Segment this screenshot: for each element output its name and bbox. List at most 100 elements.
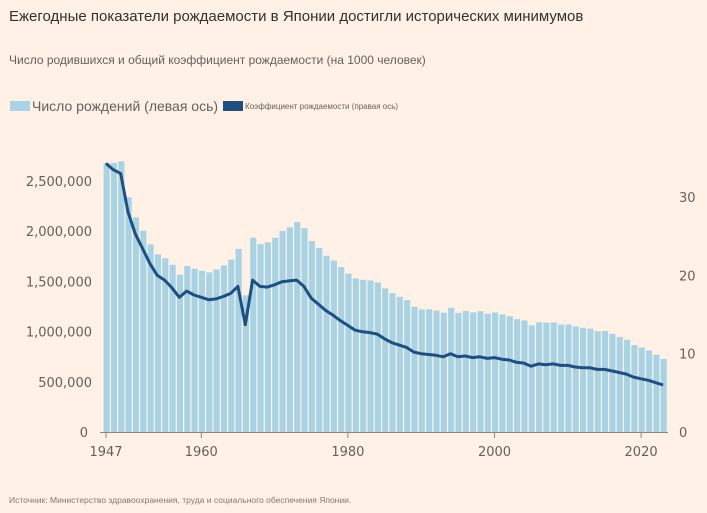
bar-1965 — [235, 248, 242, 432]
x-tick-label: 1947 — [89, 445, 122, 460]
bar-2018 — [624, 339, 631, 432]
bar-1992 — [433, 310, 440, 432]
chart-subtitle: Число родившихся и общий коэффициент рож… — [9, 53, 426, 67]
bar-1984 — [374, 282, 381, 432]
bar-1980 — [345, 273, 352, 432]
bar-1986 — [389, 293, 396, 432]
bar-1951 — [132, 217, 140, 432]
y-left-tick-label: 500,000 — [38, 376, 92, 391]
bar-1959 — [191, 268, 198, 432]
bar-1952 — [140, 230, 147, 432]
bar-1985 — [382, 288, 389, 432]
bar-2022 — [653, 354, 660, 432]
bar-2007 — [543, 322, 550, 432]
bar-1973 — [294, 221, 301, 432]
bar-2012 — [580, 327, 587, 432]
legend-swatch-rate — [223, 101, 244, 111]
bar-1976 — [316, 248, 323, 432]
bar-1960 — [198, 270, 205, 432]
bar-2017 — [616, 337, 623, 432]
bar-2004 — [521, 320, 528, 432]
bar-1993 — [440, 312, 447, 432]
bar-2009 — [558, 324, 565, 432]
bar-1955 — [162, 258, 169, 432]
x-tick-label: 1980 — [331, 445, 364, 460]
bar-1958 — [184, 265, 191, 432]
bar-1974 — [301, 228, 308, 432]
bar-2001 — [499, 314, 506, 432]
source-note: Источник: Министерство здравоохранения, … — [9, 495, 352, 505]
bar-1981 — [352, 278, 359, 432]
bar-2011 — [572, 326, 579, 432]
bar-1964 — [228, 259, 235, 432]
legend-swatch-births — [10, 101, 30, 111]
bar-1966 — [242, 295, 249, 432]
bar-2020 — [638, 347, 645, 432]
bar-1991 — [426, 309, 433, 432]
bar-2006 — [536, 322, 543, 432]
bar-1961 — [206, 272, 213, 432]
bar-2023 — [660, 358, 667, 432]
bar-1979 — [338, 267, 345, 432]
y-left-tick-label: 0 — [80, 426, 88, 441]
bar-1957 — [176, 274, 183, 432]
y-left-tick-label: 1,500,000 — [26, 275, 92, 290]
y-left-tick-label: 2,000,000 — [26, 225, 92, 240]
bar-1963 — [220, 265, 227, 432]
bar-2002 — [506, 316, 513, 432]
legend-label-rate: Коэффициент рождаемости (правая ось) — [245, 101, 399, 111]
y-right-tick-label: 30 — [679, 191, 696, 206]
bar-1949 — [118, 161, 125, 432]
y-right-tick-label: 0 — [679, 426, 687, 441]
bar-1994 — [448, 307, 455, 432]
bar-1975 — [308, 241, 315, 432]
bar-1990 — [418, 309, 425, 432]
bar-1953 — [147, 244, 154, 432]
bar-1950 — [125, 197, 132, 432]
bar-1971 — [279, 231, 286, 432]
bar-1982 — [360, 279, 367, 432]
bar-2010 — [565, 324, 572, 432]
x-tick-label: 2020 — [625, 445, 658, 460]
bar-2005 — [528, 325, 535, 432]
bar-1996 — [462, 310, 469, 432]
bar-2013 — [587, 328, 594, 432]
bar-1987 — [396, 296, 403, 432]
bar-1947 — [103, 163, 110, 432]
y-right-tick-label: 20 — [679, 269, 696, 284]
bar-1998 — [477, 311, 484, 432]
bar-1969 — [264, 242, 271, 432]
bar-2003 — [514, 319, 521, 432]
bar-1999 — [484, 313, 491, 432]
y-left-tick-label: 1,000,000 — [26, 326, 92, 341]
bar-1967 — [250, 237, 257, 432]
legend-label-births: Число рождений (левая ось) — [32, 98, 219, 114]
bar-1970 — [272, 237, 279, 432]
bar-1977 — [323, 255, 330, 432]
bar-2015 — [602, 331, 609, 432]
bar-2019 — [631, 345, 638, 432]
chart-title: Ежегодные показатели рождаемости в Япони… — [9, 8, 584, 25]
bar-1954 — [154, 254, 162, 432]
bar-1983 — [367, 280, 374, 432]
bar-1968 — [257, 244, 264, 432]
bar-1997 — [470, 312, 477, 432]
y-left-tick-label: 2,500,000 — [26, 175, 92, 190]
bar-1956 — [169, 264, 176, 432]
bar-1972 — [286, 227, 293, 432]
bar-1989 — [411, 306, 418, 432]
legend: Число рождений (левая ось) Коэффициент р… — [10, 98, 398, 114]
bar-1978 — [330, 260, 337, 432]
bar-2008 — [550, 322, 557, 432]
bar-2014 — [594, 331, 601, 432]
bar-2000 — [492, 312, 499, 432]
x-tick-label: 2000 — [478, 445, 511, 460]
bar-1988 — [404, 300, 411, 432]
x-tick-label: 1960 — [185, 445, 218, 460]
bar-1995 — [455, 312, 462, 432]
bar-1948 — [110, 162, 118, 432]
bar-2021 — [646, 350, 653, 432]
bar-1962 — [213, 269, 220, 432]
y-right-tick-label: 10 — [679, 348, 696, 363]
